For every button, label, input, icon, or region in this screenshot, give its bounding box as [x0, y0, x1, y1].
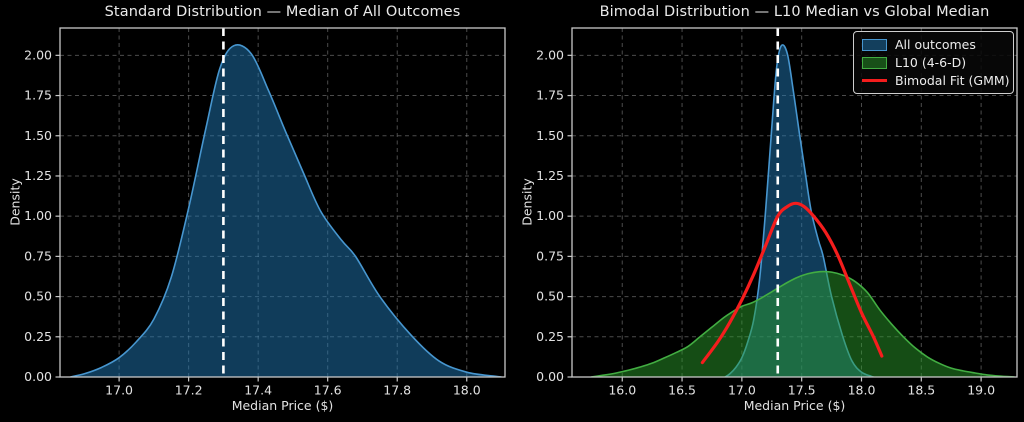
- x-tick-label: 17.6: [314, 383, 342, 398]
- legend-swatch-bimodal-fit-icon: [862, 79, 887, 82]
- axes-frame: [571, 27, 1018, 378]
- plot-area: 17.0 17.2 17.4 17.6 17.8 18.0 0.00 0.25 0.50 0.75…: [24, 27, 506, 398]
- legend-swatch-l10-icon: [862, 56, 887, 69]
- y-tick-label: 1.75: [536, 88, 564, 103]
- x-tick-label: 17.5: [788, 383, 816, 398]
- series-l10-4-6-d: [591, 270, 1015, 377]
- y-tick-label: 2.00: [536, 47, 564, 62]
- x-tick-label: 16.0: [608, 383, 636, 398]
- y-tick-label: 1.00: [536, 208, 564, 223]
- y-tick-label: 0.00: [536, 369, 564, 384]
- chart-panel-bimodal-distribution: Bimodal Distribution — L10 Median vs Glo…: [512, 0, 1024, 422]
- y-tick-label: 0.25: [536, 329, 564, 344]
- y-tick-label: 1.00: [24, 208, 52, 223]
- y-tick-label: 0.50: [536, 289, 564, 304]
- y-tick-label: 2.00: [24, 47, 52, 62]
- series-bimodal-fit-gmm: [700, 201, 884, 365]
- chart-title: Bimodal Distribution — L10 Median vs Glo…: [599, 4, 990, 20]
- x-axis-label: Median Price ($): [231, 398, 334, 413]
- legend-label: L10 (4-6-D): [895, 55, 967, 70]
- y-tick-label: 0.25: [24, 329, 52, 344]
- x-tick-label: 19.0: [967, 383, 995, 398]
- legend-label: Bimodal Fit (GMM): [895, 73, 1010, 88]
- y-tick-label: 0.50: [24, 289, 52, 304]
- y-tick-label: 0.75: [24, 248, 52, 263]
- x-tick-label: 18.0: [453, 383, 481, 398]
- x-tick-label: 18.5: [907, 383, 935, 398]
- y-tick-label: 0.75: [536, 248, 564, 263]
- x-tick-label: 18.0: [848, 383, 876, 398]
- axis-ticks: 17.0 17.2 17.4 17.6 17.8 18.0 0.00 0.25 0.50 0.75…: [24, 47, 481, 397]
- y-tick-label: 1.25: [24, 168, 52, 183]
- legend-item-bimodal-fit: Bimodal Fit (GMM): [862, 73, 1010, 88]
- legend-label: All outcomes: [895, 37, 976, 52]
- legend-swatch-all-outcomes-icon: [862, 38, 887, 51]
- axes-frame: [59, 27, 506, 378]
- chart-panel-standard-distribution: Standard Distribution — Median of All Ou…: [8, 4, 506, 413]
- x-tick-label: 17.8: [383, 383, 411, 398]
- legend-item-l10: L10 (4-6-D): [862, 55, 1005, 70]
- x-tick-label: 17.0: [728, 383, 756, 398]
- x-tick-label: 17.0: [105, 383, 133, 398]
- series-all-outcomes: [724, 44, 874, 377]
- y-tick-label: 1.50: [24, 128, 52, 143]
- y-tick-label: 0.00: [24, 369, 52, 384]
- chart-title: Standard Distribution — Median of All Ou…: [104, 4, 461, 20]
- y-tick-label: 1.50: [536, 128, 564, 143]
- plot-area: 16.0 16.5 17.0 17.5 18.0 18.5 19.0 0.00 0.25 0.50…: [536, 27, 1018, 398]
- series-all-outcomes: [70, 44, 502, 377]
- x-tick-label: 17.2: [175, 383, 203, 398]
- x-axis-label: Median Price ($): [743, 398, 846, 413]
- x-tick-label: 17.4: [244, 383, 272, 398]
- y-tick-label: 1.75: [24, 88, 52, 103]
- y-tick-label: 1.25: [536, 168, 564, 183]
- legend: All outcomes L10 (4-6-D) Bimodal Fit (GM…: [853, 31, 1014, 94]
- legend-item-all-outcomes: All outcomes: [862, 37, 1005, 52]
- axis-ticks: 16.0 16.5 17.0 17.5 18.0 18.5 19.0 0.00 0.25 0.50…: [536, 47, 995, 397]
- x-tick-label: 16.5: [668, 383, 696, 398]
